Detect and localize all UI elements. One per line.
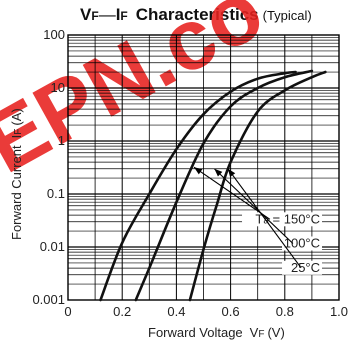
y-tick-label: 1 xyxy=(58,133,65,148)
y-tick-labels: 0.001 0.01 0.1 1 10 100 xyxy=(32,27,65,307)
legend-arrow-line xyxy=(193,166,271,220)
x-tick-label: 1.0 xyxy=(330,304,348,319)
legend-arrow-head xyxy=(227,168,236,178)
y-tick-label: 100 xyxy=(43,27,65,42)
watermark-text: EPN.co xyxy=(0,0,279,192)
x-tick-label: 0.6 xyxy=(222,304,240,319)
legend-label-bg xyxy=(282,260,323,275)
plot-frame xyxy=(67,34,340,301)
x-axis-label: Forward Voltage VF (V) xyxy=(148,325,285,340)
curves xyxy=(99,69,327,302)
x-axis-label-text: Forward Voltage xyxy=(148,325,243,340)
legend-arrow-line xyxy=(213,168,294,244)
x-axis-symbol: V xyxy=(250,325,259,340)
curve-25c xyxy=(188,70,327,302)
x-tick-label: 0 xyxy=(64,304,71,319)
title-i: I xyxy=(116,5,121,24)
chart-title: VF—IF Characteristics (Typical) xyxy=(80,5,312,24)
y-tick-label: 0.01 xyxy=(40,239,65,254)
curve-150c xyxy=(99,70,297,302)
y-axis-unit: (A) xyxy=(9,108,24,125)
legend-label-2: 25°C xyxy=(291,260,320,275)
y-tick-label: 10 xyxy=(51,80,65,95)
y-axis-symbol: I xyxy=(9,135,24,139)
x-axis-unit: (V) xyxy=(267,325,284,340)
x-tick-labels: 0 0.2 0.4 0.6 0.8 1.0 xyxy=(64,304,348,319)
title-dash: — xyxy=(99,5,116,24)
x-tick-label: 0.2 xyxy=(113,304,131,319)
y-axis-label-text: Forward Current xyxy=(9,145,24,240)
legend-label-1: 100°C xyxy=(284,235,320,250)
legend-arrow-line xyxy=(227,168,302,269)
y-axis-symbol-sub: F xyxy=(13,129,24,135)
title-v: V xyxy=(80,5,92,24)
legend-label-bg xyxy=(282,236,323,251)
title-v-sub: F xyxy=(91,9,98,23)
curve-100c xyxy=(134,69,314,302)
title-i-sub: F xyxy=(120,9,127,23)
legend-arrow-head xyxy=(194,167,203,175)
x-tick-label: 0.8 xyxy=(276,304,294,319)
x-axis-symbol-sub: F xyxy=(258,329,264,340)
y-axis-label: Forward Current IF (A) xyxy=(9,108,24,240)
y-tick-label: 0.1 xyxy=(47,186,65,201)
x-tick-label: 0.4 xyxy=(167,304,185,319)
y-tick-label: 0.001 xyxy=(32,292,65,307)
title-note: (Typical) xyxy=(263,8,312,23)
title-text: Characteristics xyxy=(136,5,259,24)
legend-arrow-head xyxy=(214,168,223,177)
watermark: EPN.co xyxy=(0,0,279,192)
